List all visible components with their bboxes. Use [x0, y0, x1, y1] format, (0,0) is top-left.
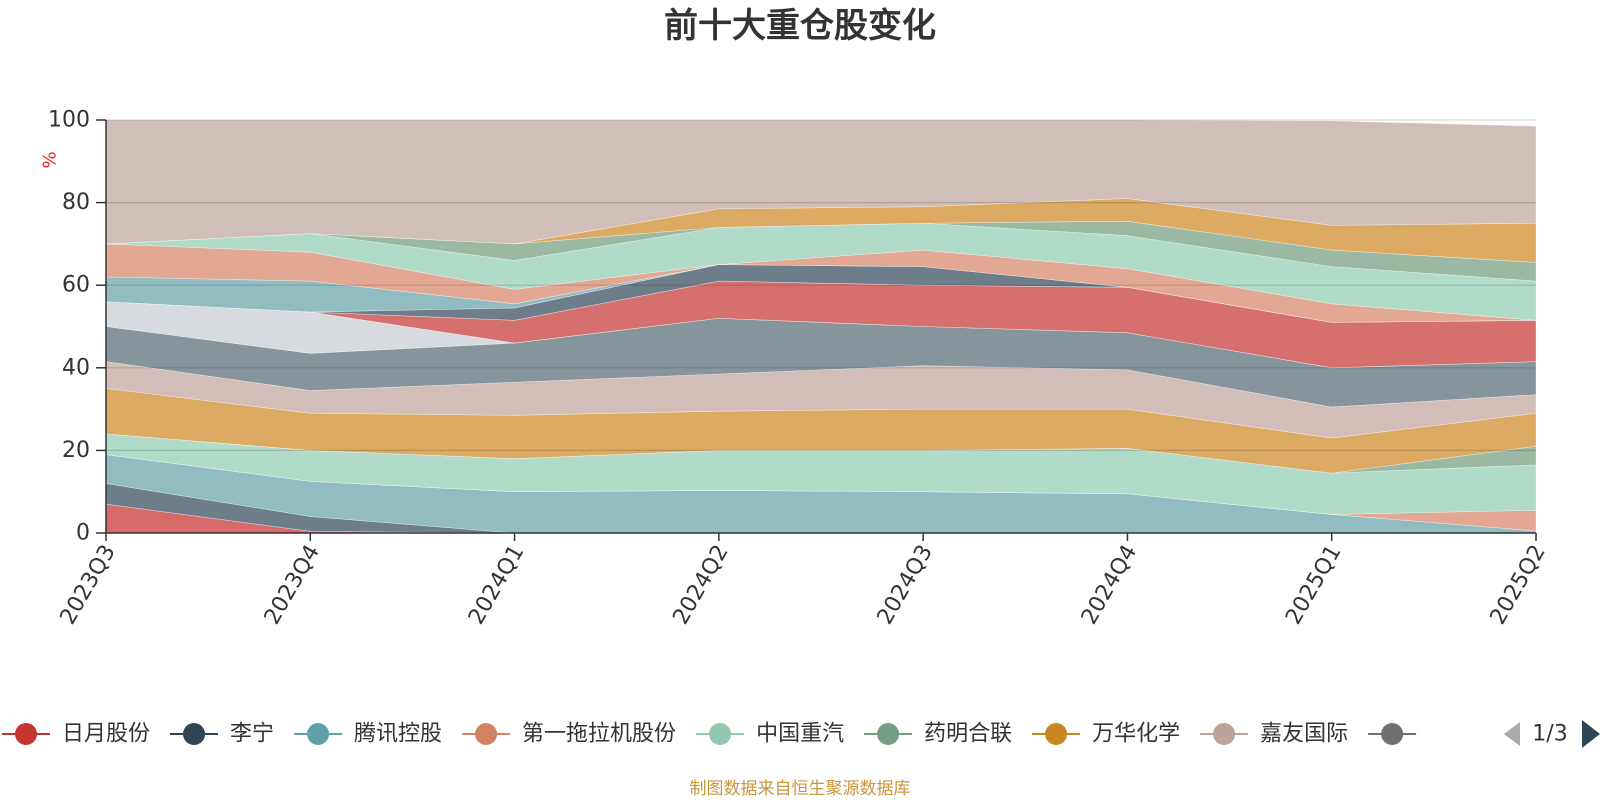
area-band-17	[105, 119, 1537, 245]
legend-marker	[15, 723, 37, 745]
legend-item[interactable]: 中国重汽	[696, 722, 844, 747]
y-tick-label: 20	[62, 438, 90, 463]
x-tick-label: 2024Q1	[464, 541, 529, 629]
legend-marker	[1381, 723, 1404, 745]
legend-label: 万华化学	[1092, 722, 1180, 747]
legend-item[interactable]: 嘉友国际	[1200, 722, 1348, 747]
source-note: 制图数据来自恒生聚源数据库	[689, 779, 911, 799]
legend-label: 中国重汽	[756, 722, 844, 747]
legend-item[interactable]: 万华化学	[1032, 722, 1180, 747]
legend-label: 李宁	[230, 722, 274, 747]
y-axis-label: %	[40, 151, 61, 168]
legend-marker	[1045, 723, 1068, 745]
x-tick-label: 2023Q4	[260, 541, 325, 629]
series-bands	[105, 119, 1537, 534]
legend-pagination: 1/3	[1504, 720, 1600, 748]
legend-item[interactable]: 日月股份	[2, 722, 150, 747]
legend-item[interactable]: 药明合联	[864, 722, 1012, 747]
legend: 日月股份 李宁 腾讯控股 第一拖拉机股份 中国重汽 药明合联 万华化学 嘉友国际 1/3	[2, 720, 1600, 748]
legend-label: 腾讯控股	[354, 722, 442, 747]
grid-lines	[106, 119, 1536, 451]
x-tick-label: 2023Q3	[56, 541, 121, 629]
x-tick-label: 2024Q3	[873, 541, 938, 629]
legend-label: 药明合联	[924, 722, 1012, 747]
x-tick-label: 2024Q4	[1077, 541, 1142, 629]
x-tick-label: 2024Q2	[668, 541, 733, 629]
x-tick-label: 2025Q2	[1486, 541, 1551, 629]
y-tick-label: 60	[62, 273, 90, 298]
legend-item[interactable]: 腾讯控股	[294, 722, 442, 747]
prev-page-icon[interactable]	[1504, 722, 1520, 746]
legend-marker	[709, 723, 732, 745]
chart-title: 前十大重仓股变化	[664, 6, 936, 46]
legend-marker	[183, 723, 206, 745]
y-tick-label: 40	[62, 355, 90, 380]
legend-label: 日月股份	[62, 722, 150, 747]
y-tick-label: 80	[62, 190, 90, 215]
legend-label: 嘉友国际	[1260, 722, 1348, 747]
legend-marker	[307, 723, 330, 745]
legend-marker	[475, 723, 498, 745]
y-tick-label: 100	[48, 108, 90, 133]
legend-item[interactable]: 李宁	[170, 722, 274, 747]
legend-label: 第一拖拉机股份	[522, 722, 676, 747]
page-indicator: 1/3	[1532, 722, 1567, 747]
x-tick-label: 2025Q1	[1281, 541, 1346, 629]
legend-item[interactable]	[1368, 723, 1417, 745]
legend-item[interactable]: 第一拖拉机股份	[462, 722, 676, 747]
next-page-icon[interactable]	[1582, 720, 1600, 748]
y-tick-label: 0	[76, 521, 90, 546]
legend-marker	[1213, 723, 1236, 745]
legend-marker	[877, 723, 900, 745]
